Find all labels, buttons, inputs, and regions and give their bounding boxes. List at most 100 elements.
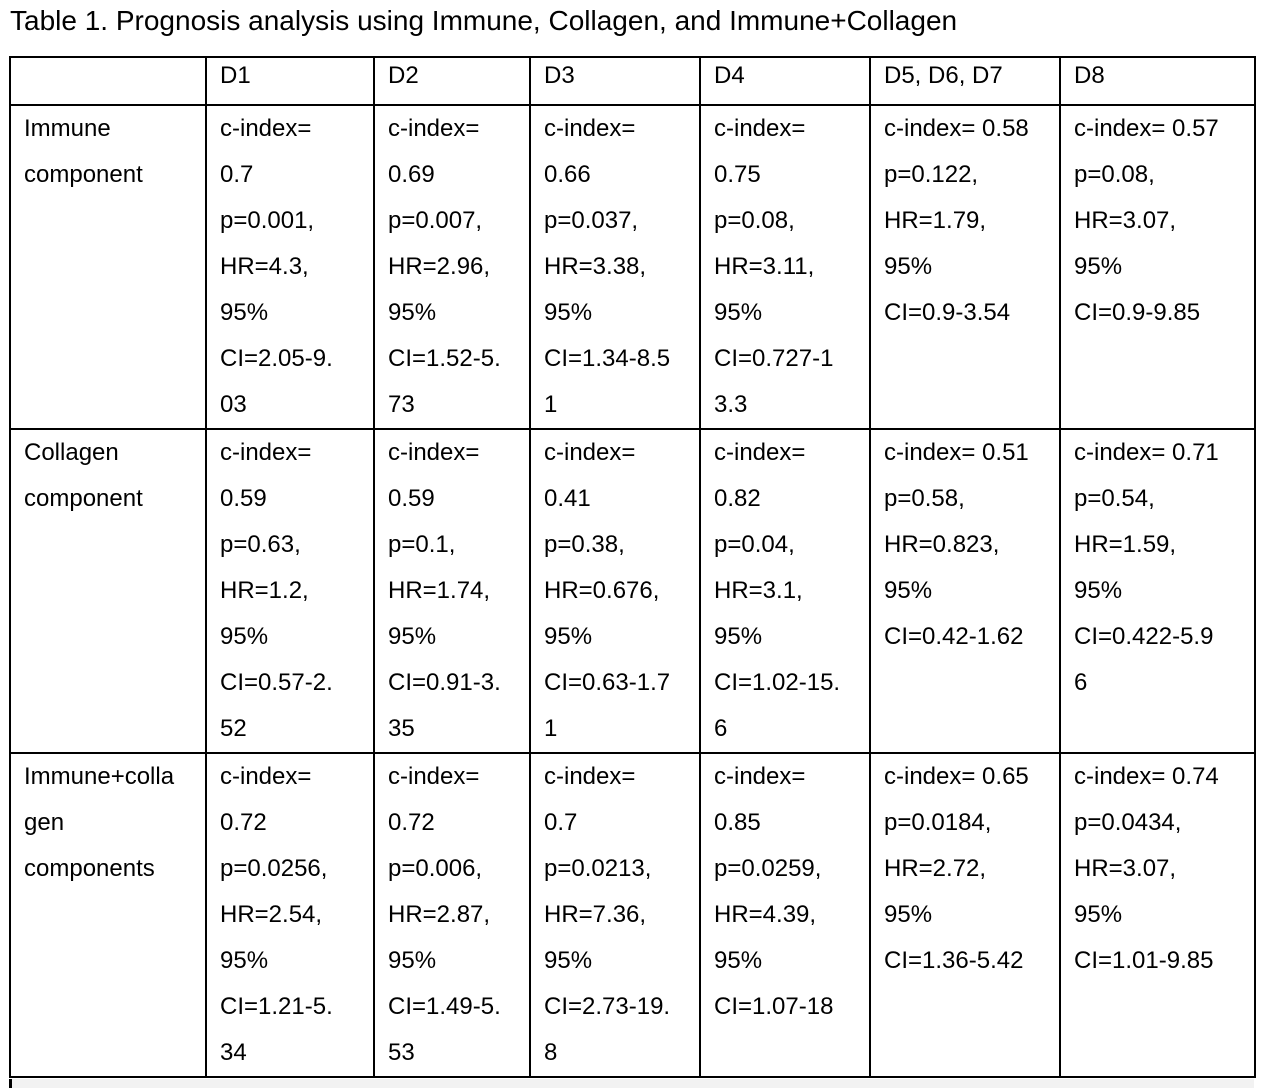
cell-line: c-index= 0.74 bbox=[1074, 763, 1219, 790]
cell-line: 95% bbox=[388, 947, 437, 974]
cell-line: c-index= 0.51 bbox=[884, 439, 1029, 466]
cell-line: CI=0.63-1.7 bbox=[544, 669, 671, 696]
cell-line: CI=0.727-1 bbox=[714, 345, 834, 372]
cell-line: CI=1.36-5.42 bbox=[884, 947, 1024, 974]
cell-line: p=0.08, bbox=[714, 207, 795, 234]
cell-line: p=0.08, bbox=[1074, 161, 1155, 188]
cell-line: c-index= bbox=[388, 115, 480, 142]
cell-line: CI=1.01-9.85 bbox=[1074, 947, 1214, 974]
cell-line: HR=2.87, bbox=[388, 901, 491, 928]
cell-line: p=0.0259, bbox=[714, 855, 822, 882]
cell-line: c-index= 0.58 bbox=[884, 115, 1029, 142]
cell-line: 53 bbox=[388, 1039, 415, 1066]
cell-line: HR=0.676, bbox=[544, 577, 660, 604]
cell-line: HR=1.79, bbox=[884, 207, 987, 234]
cell-line: 95% bbox=[1074, 901, 1123, 928]
cell-line: 0.72 bbox=[388, 809, 435, 836]
table-body: D1 D2 D3 D4 D5, D6, D7 D8 Immune component c-in… bbox=[9, 56, 1256, 1078]
cell-line: HR=1.2, bbox=[220, 577, 309, 604]
cell-line: 0.59 bbox=[220, 485, 267, 512]
cell-line: 35 bbox=[388, 715, 415, 742]
cell-line: 95% bbox=[884, 253, 933, 280]
data-cell: c-index= 0.75 p=0.08, HR=3.11, 95% CI=0.727-1… bbox=[699, 104, 871, 430]
cell-line: p=0.006, bbox=[388, 855, 483, 882]
cell-line: CI=0.9-3.54 bbox=[884, 299, 1011, 326]
header-row: D1 D2 D3 D4 D5, D6, D7 D8 bbox=[9, 56, 1256, 106]
cell-line: p=0.007, bbox=[388, 207, 483, 234]
cell-line: HR=1.74, bbox=[388, 577, 491, 604]
data-cell: c-index= 0.59 p=0.1, HR=1.74, 95% CI=0.91-3. 3… bbox=[373, 428, 531, 754]
cell-line: 95% bbox=[388, 623, 437, 650]
cell-line: CI=0.57-2. bbox=[220, 669, 333, 696]
bottom-scrollbar[interactable] bbox=[9, 1079, 1254, 1088]
data-cell: c-index= 0.72 p=0.006, HR=2.87, 95% CI=1.49-5… bbox=[373, 752, 531, 1078]
cell-line: 95% bbox=[714, 299, 763, 326]
cell-line: p=0.001, bbox=[220, 207, 315, 234]
cell-line: 0.69 bbox=[388, 161, 435, 188]
cell-line: CI=1.07-18 bbox=[714, 993, 834, 1020]
data-cell: c-index= 0.7 p=0.001, HR=4.3, 95% CI=2.05-9. 0… bbox=[205, 104, 375, 430]
row-label-cell: Immune+colla gen components bbox=[9, 752, 207, 1078]
cell-line: 95% bbox=[884, 577, 933, 604]
cell-line: 95% bbox=[220, 299, 269, 326]
cell-line: HR=1.59, bbox=[1074, 531, 1177, 558]
cell-line: HR=3.38, bbox=[544, 253, 647, 280]
column-header: D2 bbox=[373, 56, 531, 106]
cell-line: HR=2.72, bbox=[884, 855, 987, 882]
cell-line: HR=2.54, bbox=[220, 901, 323, 928]
table-title: Table 1. Prognosis analysis using Immune… bbox=[10, 5, 958, 36]
cell-line: p=0.1, bbox=[388, 531, 456, 558]
header-corner-cell bbox=[9, 56, 207, 106]
data-cell: c-index= 0.59 p=0.63, HR=1.2, 95% CI=0.57-2. 5… bbox=[205, 428, 375, 754]
cell-line: HR=0.823, bbox=[884, 531, 1000, 558]
cell-line: p=0.0256, bbox=[220, 855, 328, 882]
cell-line: 95% bbox=[714, 623, 763, 650]
column-header: D4 bbox=[699, 56, 871, 106]
data-cell: c-index= 0.66 p=0.037, HR=3.38, 95% CI=1.34-8… bbox=[529, 104, 701, 430]
data-cell: c-index= 0.58 p=0.122, HR=1.79, 95% CI=0.9-3… bbox=[869, 104, 1061, 430]
row-label-cell: Immune component bbox=[9, 104, 207, 430]
cell-line: 0.41 bbox=[544, 485, 591, 512]
data-cell: c-index= 0.57 p=0.08, HR=3.07, 95% CI=0.9-9.… bbox=[1059, 104, 1256, 430]
cell-line: 95% bbox=[220, 623, 269, 650]
table-row: Immune component c-index= 0.7 p=0.001, HR=4.3… bbox=[9, 104, 1256, 430]
cell-line: p=0.58, bbox=[884, 485, 965, 512]
cell-line: c-index= bbox=[544, 763, 636, 790]
data-cell: c-index= 0.71 p=0.54, HR=1.59, 95% CI=0.422-… bbox=[1059, 428, 1256, 754]
cell-line: c-index= bbox=[544, 115, 636, 142]
data-cell: c-index= 0.85 p=0.0259, HR=4.39, 95% CI=1.07-… bbox=[699, 752, 871, 1078]
cell-line: c-index= bbox=[714, 115, 806, 142]
cell-line: 0.72 bbox=[220, 809, 267, 836]
cell-line: HR=7.36, bbox=[544, 901, 647, 928]
cell-line: p=0.38, bbox=[544, 531, 625, 558]
data-cell: c-index= 0.74 p=0.0434, HR=3.07, 95% CI=1.01… bbox=[1059, 752, 1256, 1078]
cell-line: CI=2.73-19. bbox=[544, 993, 671, 1020]
cell-line: HR=2.96, bbox=[388, 253, 491, 280]
data-cell: c-index= 0.41 p=0.38, HR=0.676, 95% CI=0.63-1… bbox=[529, 428, 701, 754]
data-cell: c-index= 0.65 p=0.0184, HR=2.72, 95% CI=1.36… bbox=[869, 752, 1061, 1078]
cell-line: CI=1.52-5. bbox=[388, 345, 501, 372]
data-cell: c-index= 0.82 p=0.04, HR=3.1, 95% CI=1.02-15.… bbox=[699, 428, 871, 754]
scrollbar-edge bbox=[9, 1079, 12, 1088]
column-header: D3 bbox=[529, 56, 701, 106]
cell-line: c-index= bbox=[714, 439, 806, 466]
table-row: Collagen component c-index= 0.59 p=0.63, HR=1… bbox=[9, 428, 1256, 754]
row-label-line: component bbox=[24, 161, 143, 188]
cell-line: 73 bbox=[388, 391, 415, 418]
cell-line: 52 bbox=[220, 715, 247, 742]
cell-line: 95% bbox=[714, 947, 763, 974]
cell-line: p=0.037, bbox=[544, 207, 639, 234]
cell-line: CI=0.42-1.62 bbox=[884, 623, 1024, 650]
data-cell: c-index= 0.72 p=0.0256, HR=2.54, 95% CI=1.21-… bbox=[205, 752, 375, 1078]
column-header: D1 bbox=[205, 56, 375, 106]
cell-line: 8 bbox=[544, 1039, 558, 1066]
cell-line: p=0.0434, bbox=[1074, 809, 1182, 836]
cell-line: c-index= 0.57 bbox=[1074, 115, 1219, 142]
cell-line: 95% bbox=[1074, 577, 1123, 604]
cell-line: 95% bbox=[220, 947, 269, 974]
cell-line: CI=0.422-5.9 bbox=[1074, 623, 1214, 650]
cell-line: 95% bbox=[1074, 253, 1123, 280]
cell-line: 0.75 bbox=[714, 161, 761, 188]
cell-line: c-index= 0.71 bbox=[1074, 439, 1219, 466]
cell-line: 95% bbox=[884, 901, 933, 928]
